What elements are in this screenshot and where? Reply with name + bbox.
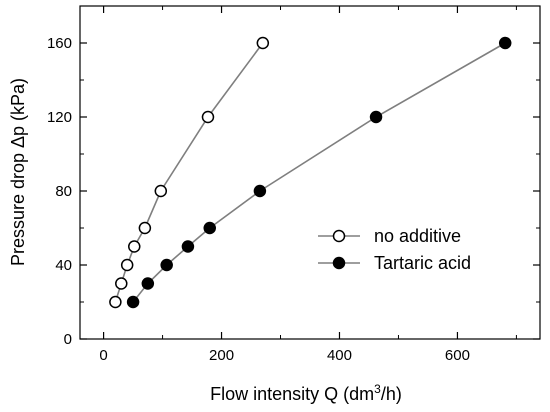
- data-point-no-additive: [154, 184, 168, 198]
- plot-frame: [79, 5, 541, 340]
- y-tick-label: 0: [64, 331, 72, 348]
- legend-label-no-additive: no additive: [374, 226, 461, 246]
- x-tick-label: 400: [327, 347, 352, 364]
- legend-marker-no-additive: [332, 229, 346, 243]
- data-point-no-additive: [138, 221, 152, 235]
- y-tick-label: 120: [47, 109, 72, 126]
- data-point-no-additive: [109, 295, 122, 309]
- y-tick-label: 160: [47, 35, 72, 52]
- data-point-tartaric-acid: [253, 184, 267, 198]
- data-point-no-additive: [128, 240, 141, 253]
- data-point-no-additive: [120, 258, 134, 272]
- data-point-no-additive: [256, 36, 270, 50]
- x-tick-label: 600: [445, 347, 470, 364]
- data-point-tartaric-acid: [498, 36, 512, 50]
- data-point-tartaric-acid: [181, 240, 195, 253]
- y-tick-label: 40: [55, 257, 72, 274]
- series-line-no-additive: [114, 42, 264, 303]
- data-point-tartaric-acid: [369, 110, 383, 124]
- legend: no additive Tartaric acid: [318, 226, 471, 273]
- series-layer: [109, 36, 512, 309]
- x-tick-label: 200: [209, 347, 234, 364]
- x-axis-title: Flow intensity Q (dm3/h): [210, 382, 402, 404]
- legend-label-tartaric-acid: Tartaric acid: [374, 253, 471, 273]
- y-axis-title: Pressure drop Δp (kPa): [8, 78, 28, 266]
- legend-marker-tartaric-acid: [332, 256, 346, 270]
- data-point-tartaric-acid: [203, 221, 216, 235]
- data-point-tartaric-acid: [126, 295, 140, 309]
- data-point-no-additive: [115, 277, 128, 290]
- y-tick-label: 80: [55, 183, 72, 200]
- data-point-no-additive: [201, 110, 215, 124]
- x-tick-label: 0: [99, 347, 107, 364]
- plot-frame-group: 0 200 400 600 0 40 80 120 160: [47, 5, 541, 364]
- data-point-tartaric-acid: [160, 258, 173, 272]
- data-point-tartaric-acid: [141, 277, 155, 290]
